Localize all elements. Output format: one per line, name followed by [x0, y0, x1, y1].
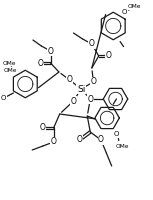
Text: OMe: OMe — [127, 4, 141, 9]
Text: OMe: OMe — [116, 144, 129, 148]
Text: O: O — [122, 9, 127, 15]
Text: O: O — [48, 46, 53, 55]
Text: O: O — [1, 95, 6, 101]
Text: OMe: OMe — [4, 68, 18, 72]
Text: O: O — [67, 75, 73, 84]
Text: O: O — [77, 136, 82, 144]
Text: O: O — [38, 58, 44, 68]
Text: O: O — [51, 138, 56, 146]
Text: Si: Si — [77, 85, 85, 94]
Text: O: O — [87, 95, 93, 104]
Text: OMe: OMe — [3, 61, 17, 66]
Text: O: O — [114, 131, 119, 137]
Text: O: O — [89, 40, 95, 48]
Text: O: O — [40, 123, 46, 132]
Text: O: O — [106, 51, 112, 60]
Text: O: O — [71, 97, 76, 106]
Text: O: O — [90, 77, 96, 86]
Text: O: O — [98, 136, 104, 144]
